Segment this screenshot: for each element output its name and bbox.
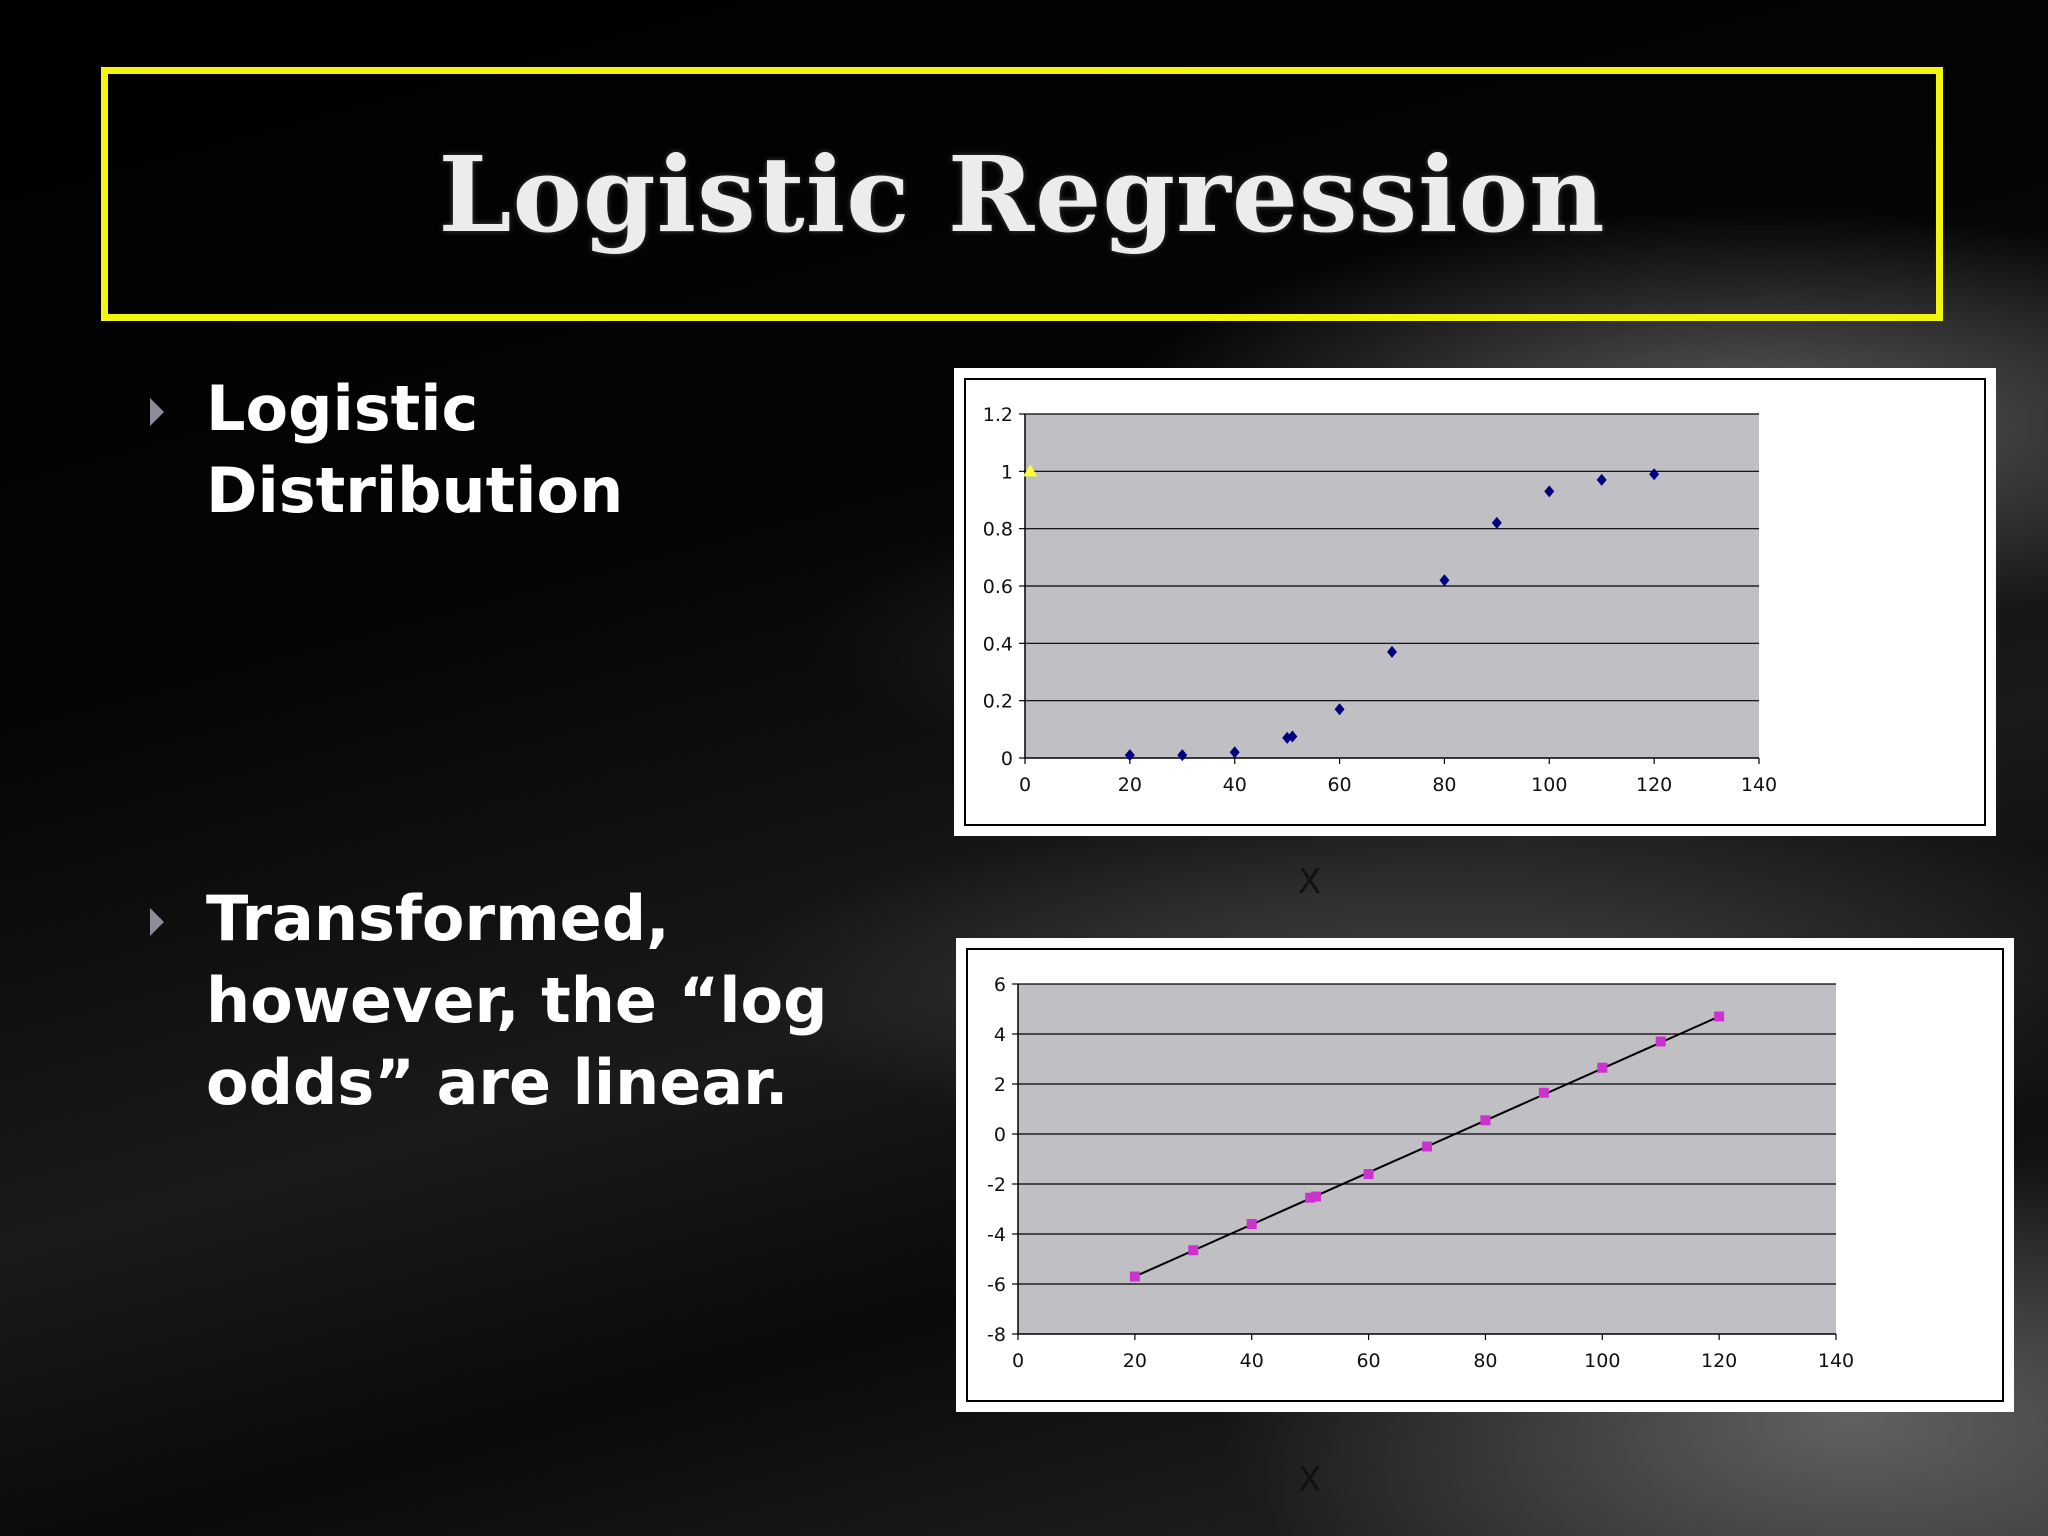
bullet-marker-icon — [150, 398, 164, 426]
chart-logistic-svg: 0 0.2 0.4 0.6 0.8 1 1.2 0 20 40 60 80 100 120 140 — [983, 404, 1777, 796]
data-point — [1287, 730, 1298, 743]
y-tick-label: -8 — [987, 1324, 1006, 1346]
data-point — [1596, 473, 1607, 486]
data-point — [1246, 1219, 1257, 1229]
x-tick-label: 140 — [1741, 774, 1777, 796]
y-tick-label: 0 — [994, 1124, 1006, 1146]
chart-logistic-xlabel: X — [1298, 862, 1322, 902]
data-point — [1310, 1191, 1321, 1202]
title-box: Logistic Regression — [101, 67, 1943, 321]
y-tick-label: 2 — [994, 1074, 1006, 1096]
y-tick-label: 6 — [994, 974, 1006, 996]
slide-title: Logistic Regression — [438, 132, 1606, 256]
data-point — [1177, 749, 1188, 762]
x-tick-label: 120 — [1636, 774, 1672, 796]
data-point — [1129, 1271, 1140, 1282]
bullet-1-text: Logistic Distribution — [206, 372, 624, 527]
y-tick-label: 1 — [1001, 461, 1013, 483]
x-tick-label: 20 — [1123, 1350, 1147, 1372]
y-tick-label: 0.4 — [983, 633, 1013, 655]
data-point — [1480, 1115, 1491, 1126]
data-point — [1597, 1062, 1608, 1073]
x-tick-label: 40 — [1223, 774, 1247, 796]
y-tick-label: 0 — [1001, 748, 1013, 770]
plot-area — [1018, 984, 1836, 1334]
chart-logodds: -8 -6 -4 -2 0 2 4 6 0 20 40 60 80 100 120 140 — [956, 938, 2014, 1412]
x-tick-label: 100 — [1584, 1350, 1620, 1372]
x-tick-label: 120 — [1701, 1350, 1737, 1372]
y-tick-label: -6 — [987, 1274, 1006, 1296]
chart-logodds-xlabel: X — [1298, 1460, 1322, 1500]
y-tick-label: 0.8 — [983, 519, 1013, 541]
data-point — [1387, 645, 1397, 658]
data-point — [1439, 574, 1450, 587]
y-tick-label: -4 — [987, 1224, 1006, 1246]
data-point — [1544, 485, 1555, 498]
x-tick-label: 140 — [1818, 1350, 1854, 1372]
data-point — [1491, 516, 1502, 529]
data-point — [1305, 1192, 1316, 1203]
data-point — [1649, 468, 1660, 481]
data-point — [1655, 1036, 1666, 1047]
x-tick-label: 0 — [1012, 1350, 1024, 1372]
x-tick-label: 60 — [1356, 1350, 1380, 1372]
data-point — [1124, 749, 1135, 762]
data-point — [1363, 1169, 1374, 1179]
y-tick-label: 0.2 — [983, 691, 1013, 713]
x-tick-label: 80 — [1432, 774, 1456, 796]
chart-logistic-border — [964, 378, 1986, 826]
y-tick-label: 4 — [994, 1024, 1006, 1046]
x-tick-label: 40 — [1240, 1350, 1264, 1372]
data-point — [1023, 464, 1038, 477]
x-tick-label: 20 — [1118, 774, 1142, 796]
chart-logistic: 0 0.2 0.4 0.6 0.8 1 1.2 0 20 40 60 80 100 120 140 — [954, 368, 1996, 836]
data-point — [1422, 1141, 1432, 1152]
bullet-marker-icon — [150, 908, 164, 936]
data-point — [1188, 1245, 1199, 1256]
x-tick-label: 0 — [1019, 774, 1031, 796]
y-tick-label: 1.2 — [983, 404, 1013, 426]
bullet-1: Logistic Distribution — [150, 368, 906, 532]
chart-logodds-border — [966, 948, 2004, 1402]
data-point — [1714, 1011, 1725, 1022]
bullet-2: Transformed, however, the “log odds” are… — [150, 878, 846, 1124]
bullet-2-text: Transformed, however, the “log odds” are… — [206, 882, 828, 1119]
y-tick-label: 0.6 — [983, 576, 1013, 598]
data-point — [1229, 746, 1240, 759]
data-point — [1538, 1087, 1549, 1098]
x-tick-label: 100 — [1531, 774, 1567, 796]
data-point — [1334, 703, 1345, 716]
x-tick-label: 60 — [1327, 774, 1351, 796]
x-tick-label: 80 — [1473, 1350, 1497, 1372]
y-tick-label: -2 — [987, 1174, 1006, 1196]
